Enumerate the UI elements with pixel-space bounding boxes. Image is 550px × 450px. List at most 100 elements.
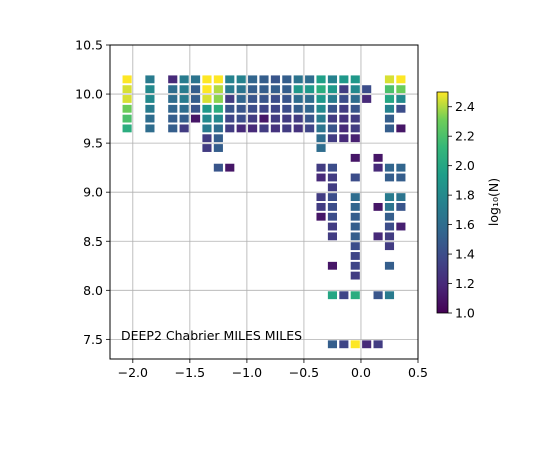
heatmap-cell (362, 85, 372, 94)
heatmap-cell (236, 114, 246, 123)
heatmap-cell (168, 114, 178, 123)
heatmap-cell (384, 202, 395, 211)
heatmap-cell (316, 75, 326, 84)
heatmap-cell (259, 95, 269, 103)
heatmap-cell (396, 193, 406, 202)
x-axis-ticks: −2.0 −1.5 −1.0 −0.5 0.0 0.5 (118, 359, 428, 380)
heatmap-cell (122, 124, 132, 133)
heatmap-cell (396, 75, 406, 84)
heatmap-cell (327, 173, 338, 182)
heatmap-cell (316, 193, 326, 202)
heatmap-cell (350, 242, 360, 251)
heatmap-cell (373, 232, 383, 241)
heatmap-cell (350, 153, 360, 162)
heatmap-cell (396, 104, 406, 113)
heatmap-cell (259, 85, 269, 94)
heatmap-cell (305, 85, 315, 94)
heatmap-cell (293, 104, 303, 113)
heatmap-cell (225, 124, 235, 133)
colorbar-tick-label: 2.2 (455, 129, 475, 144)
heatmap-cell (373, 163, 383, 172)
heatmap-cell (339, 340, 349, 349)
colorbar-ticks: 1.0 1.2 1.4 1.6 1.8 2.0 2.2 2.4 (448, 99, 475, 321)
heatmap-cell (145, 75, 155, 84)
heatmap-cell (316, 95, 326, 103)
colorbar-tick-label: 2.0 (455, 158, 475, 173)
heatmap-cell (236, 124, 246, 133)
heatmap-cell (384, 173, 395, 182)
heatmap-cell (327, 291, 338, 300)
heatmap-cell (213, 124, 223, 133)
heatmap-cell (396, 202, 406, 211)
x-tick-label: −0.5 (289, 365, 319, 380)
heatmap-cell (350, 193, 360, 202)
heatmap-cell (327, 222, 338, 231)
heatmap-cell (293, 85, 303, 94)
heatmap-cell (327, 183, 338, 192)
heatmap-cell (190, 95, 201, 103)
heatmap-cell (350, 291, 360, 300)
heatmap-cell (384, 242, 395, 251)
heatmap-cell (179, 75, 189, 84)
colorbar-tick-label: 1.0 (455, 306, 475, 321)
heatmap-cell (202, 124, 212, 133)
heatmap-cell (384, 85, 395, 94)
heatmap-cell (327, 75, 338, 84)
heatmap-cell (213, 134, 223, 143)
heatmap-cell (282, 85, 292, 94)
heatmap-cell (316, 104, 326, 113)
dataset-annotation: DEEP2 Chabrier MILES MILES (121, 328, 302, 343)
heatmap-cell (350, 212, 360, 221)
x-tick-label: −1.0 (232, 365, 262, 380)
heatmap-cell (270, 75, 280, 84)
heatmap-cell (248, 104, 258, 113)
heatmap-cell (327, 95, 338, 103)
heatmap-cell (305, 114, 315, 123)
heatmap-cell (190, 85, 201, 94)
colorbar-tick-label: 1.6 (455, 217, 475, 232)
heatmap-cell (202, 95, 212, 103)
heatmap-cell (122, 75, 132, 84)
heatmap-cell (179, 95, 189, 103)
heatmap-cell (384, 232, 395, 241)
heatmap-cells (122, 75, 406, 349)
heatmap-cell (362, 95, 372, 103)
heatmap-cell (248, 85, 258, 94)
heatmap-cell (327, 193, 338, 202)
heatmap-cell (396, 124, 406, 133)
heatmap-cell (122, 85, 132, 94)
heatmap-cell (248, 124, 258, 133)
colorbar-tick-label: 2.4 (455, 99, 475, 114)
heatmap-cell (168, 75, 178, 84)
heatmap-cell (168, 104, 178, 113)
heatmap-cell (384, 291, 395, 300)
x-tick-label: 0.0 (351, 365, 371, 380)
heatmap-cell (248, 114, 258, 123)
heatmap-cell (122, 114, 132, 123)
heatmap-cell (213, 114, 223, 123)
heatmap-cell (327, 232, 338, 241)
heatmap-cell (339, 75, 349, 84)
heatmap-cell (339, 134, 349, 143)
heatmap-cell (190, 104, 201, 113)
heatmap-cell (202, 85, 212, 94)
heatmap-cell (213, 75, 223, 84)
heatmap-cell (305, 95, 315, 103)
colorbar-label: log₁₀(N) (486, 178, 501, 226)
heatmap-cell (259, 75, 269, 84)
heatmap-cell (270, 114, 280, 123)
heatmap-cell (270, 95, 280, 103)
heatmap-cell (316, 173, 326, 182)
heatmap-cell (236, 75, 246, 84)
heatmap-cell (305, 124, 315, 133)
heatmap-cell (384, 193, 395, 202)
heatmap-cell (190, 114, 201, 123)
y-tick-label: 8.5 (83, 234, 103, 249)
plot-frame (109, 44, 419, 360)
heatmap-cell (316, 124, 326, 133)
heatmap-cell (384, 114, 395, 123)
heatmap-cell (202, 134, 212, 143)
heatmap-cell (305, 75, 315, 84)
heatmap-cell (350, 340, 360, 349)
x-tick-label: −2.0 (118, 365, 148, 380)
